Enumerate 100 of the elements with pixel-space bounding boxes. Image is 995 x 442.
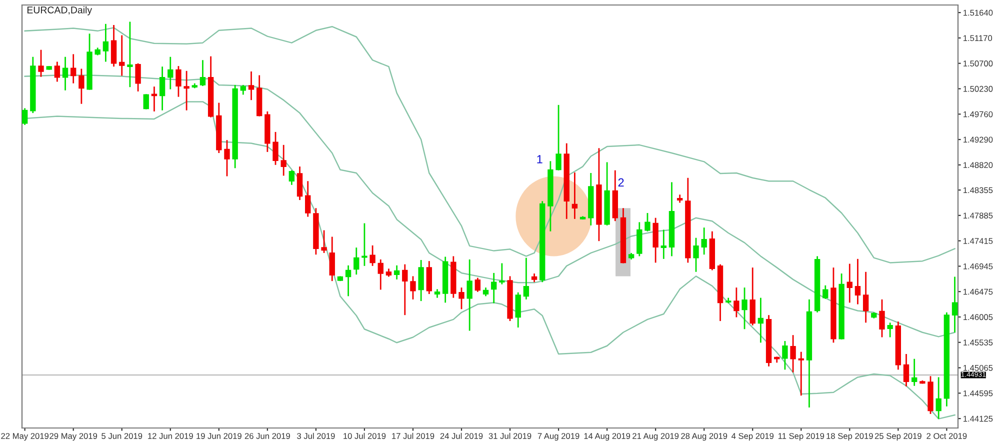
x-tick-label: 26 Jun 2019 [244, 433, 290, 439]
candlestick [62, 56, 68, 92]
y-tick-label: 1.45065 [963, 364, 993, 371]
candlestick [110, 24, 117, 68]
candlestick [224, 139, 230, 177]
candlestick [936, 376, 942, 420]
candlestick [750, 266, 756, 326]
candlestick [846, 263, 852, 304]
candlestick [151, 86, 158, 112]
candlestick [38, 49, 44, 78]
candlestick [370, 244, 376, 267]
candlestick [879, 298, 885, 338]
y-tick-label: 1.49760 [963, 111, 993, 118]
candlestick [410, 276, 416, 300]
candlestick [394, 264, 400, 280]
x-tick-label: 25 Sep 2019 [874, 433, 922, 441]
candlestick [240, 84, 246, 96]
candlestick [426, 260, 432, 295]
x-tick-label: 2 Oct 2019 [926, 433, 967, 439]
x-tick-label: 17 Jul 2019 [392, 432, 434, 439]
y-tick-label: 1.49290 [963, 136, 993, 143]
candlestick [499, 262, 505, 285]
candlestick [790, 334, 796, 374]
candlestick [523, 257, 530, 300]
candlestick [159, 66, 166, 112]
candlestick [321, 230, 327, 254]
candlestick [701, 226, 707, 256]
y-tick-label: 1.47885 [963, 212, 993, 219]
x-tick-label: 11 Sep 2019 [778, 433, 824, 441]
x-tick-label: 3 Jul 2019 [297, 432, 335, 439]
x-tick-label: 18 Sep 2019 [826, 433, 873, 441]
x-tick-label: 4 Sep 2019 [731, 433, 774, 441]
line-series [24, 26, 956, 264]
x-tick-label: 22 May 2019 [1, 433, 49, 441]
candlestick [378, 258, 384, 290]
candlestick [798, 351, 804, 396]
y-tick-label: 1.51640 [963, 10, 993, 16]
y-tick-label: 1.50700 [963, 60, 993, 66]
candlestick [22, 107, 28, 126]
candlestick [862, 271, 869, 324]
candlestick [758, 297, 764, 344]
candlestick [644, 212, 650, 232]
annotation: 2 [618, 178, 624, 187]
candlestick [854, 258, 861, 305]
y-tick-label: 1.47415 [963, 238, 993, 244]
candlestick [693, 237, 699, 273]
candlestick [474, 277, 481, 293]
candlestick [288, 170, 295, 186]
candlestick [168, 56, 174, 90]
candlestick [296, 166, 303, 201]
candlestick [458, 286, 464, 310]
candlestick [78, 68, 84, 105]
candlestick [345, 264, 352, 297]
candlestick [911, 358, 918, 387]
candlestick [652, 217, 658, 264]
candlestick [887, 322, 893, 338]
candlestick [329, 236, 335, 282]
y-tick-label: 1.46945 [963, 263, 993, 270]
candlestick [466, 258, 472, 332]
x-tick-label: 24 Jul 2019 [440, 432, 483, 439]
candlestick [742, 286, 748, 330]
candlestick [184, 70, 190, 112]
candlestick [636, 221, 642, 257]
candlestick [556, 104, 562, 172]
candlestick [490, 272, 497, 304]
candlestick [119, 34, 125, 76]
y-tick-label: 1.44595 [963, 390, 993, 396]
candlestick [734, 286, 740, 318]
candlestick [660, 229, 666, 260]
x-tick-label: 14 Aug 2019 [584, 433, 630, 441]
y-tick-label: 1.44125 [963, 416, 993, 422]
x-tick-label: 28 Aug 2019 [681, 433, 728, 441]
y-tick-label: 1.46005 [963, 314, 993, 320]
x-tick-label: 21 Aug 2019 [632, 433, 679, 441]
candlestick [54, 61, 60, 82]
candlestick [127, 21, 133, 88]
y-tick-label: 1.45535 [963, 340, 993, 346]
candlestick [572, 172, 578, 220]
candlestick [903, 353, 910, 388]
candlestick [272, 131, 278, 166]
chart-title: EURCAD,Daily [27, 6, 92, 16]
candlestick [354, 246, 360, 276]
candlestick [200, 59, 206, 87]
y-tick-label: 1.48820 [963, 162, 993, 168]
candlestick [305, 180, 311, 218]
y-tick-label: 1.50230 [963, 86, 993, 92]
candlestick [143, 93, 149, 110]
candlestick [135, 62, 141, 92]
candlestick [176, 65, 182, 98]
candlestick [248, 70, 254, 101]
x-tick-label: 29 May 2019 [50, 433, 98, 441]
candlestick [515, 292, 521, 328]
y-tick-label: 1.46475 [963, 288, 993, 295]
x-tick-label: 19 Jun 2019 [196, 433, 242, 439]
candlestick [70, 53, 76, 84]
x-tick-label: 31 Jul 2019 [488, 432, 532, 439]
candlestick [418, 259, 424, 302]
x-tick-label: 7 Aug 2019 [538, 433, 580, 441]
candlestick [402, 264, 408, 316]
candlestick [822, 284, 828, 300]
